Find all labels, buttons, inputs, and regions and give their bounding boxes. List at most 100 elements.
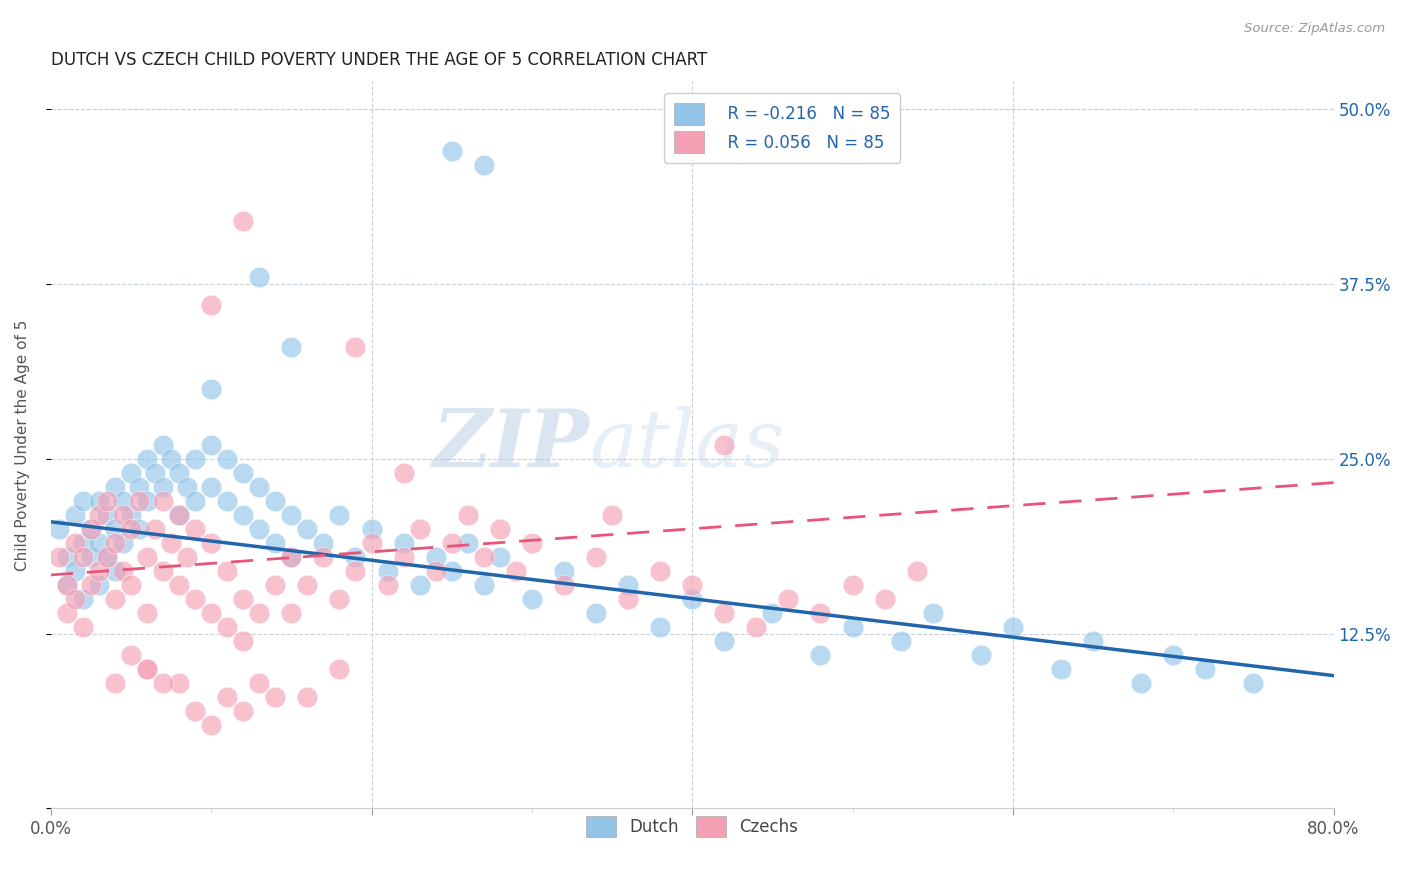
Czechs bbox=[841, 578, 863, 592]
Dutch bbox=[87, 535, 110, 549]
Czechs bbox=[457, 508, 479, 522]
Czechs bbox=[96, 493, 118, 508]
Dutch bbox=[167, 508, 190, 522]
Dutch bbox=[297, 522, 319, 536]
Czechs bbox=[553, 578, 575, 592]
Dutch bbox=[280, 549, 302, 564]
Czechs bbox=[136, 606, 159, 620]
Y-axis label: Child Poverty Under the Age of 5: Child Poverty Under the Age of 5 bbox=[15, 319, 30, 571]
Czechs bbox=[63, 535, 86, 549]
Dutch bbox=[87, 493, 110, 508]
Dutch bbox=[761, 606, 783, 620]
Dutch bbox=[217, 493, 239, 508]
Dutch bbox=[280, 340, 302, 354]
Dutch bbox=[1161, 648, 1184, 662]
Czechs bbox=[600, 508, 623, 522]
Czechs bbox=[167, 578, 190, 592]
Dutch bbox=[184, 493, 207, 508]
Czechs bbox=[176, 549, 198, 564]
Czechs bbox=[56, 606, 79, 620]
Dutch bbox=[1130, 675, 1153, 690]
Czechs bbox=[200, 535, 222, 549]
Czechs bbox=[87, 508, 110, 522]
Dutch bbox=[56, 578, 79, 592]
Czechs bbox=[440, 535, 463, 549]
Text: Source: ZipAtlas.com: Source: ZipAtlas.com bbox=[1244, 22, 1385, 36]
Czechs bbox=[247, 675, 270, 690]
Dutch bbox=[87, 578, 110, 592]
Dutch bbox=[167, 466, 190, 480]
Dutch bbox=[890, 633, 912, 648]
Dutch bbox=[1050, 662, 1073, 676]
Dutch bbox=[152, 438, 174, 452]
Czechs bbox=[111, 508, 134, 522]
Dutch bbox=[176, 480, 198, 494]
Dutch bbox=[264, 493, 287, 508]
Dutch bbox=[1194, 662, 1216, 676]
Czechs bbox=[232, 704, 254, 718]
Dutch bbox=[128, 522, 150, 536]
Czechs bbox=[128, 493, 150, 508]
Dutch bbox=[1001, 620, 1024, 634]
Dutch bbox=[136, 451, 159, 466]
Dutch bbox=[104, 480, 127, 494]
Czechs bbox=[905, 564, 928, 578]
Dutch bbox=[921, 606, 943, 620]
Czechs bbox=[63, 591, 86, 606]
Czechs bbox=[80, 578, 103, 592]
Dutch bbox=[377, 564, 399, 578]
Czechs bbox=[200, 606, 222, 620]
Czechs bbox=[280, 606, 302, 620]
Dutch bbox=[111, 493, 134, 508]
Dutch bbox=[488, 549, 510, 564]
Dutch bbox=[104, 564, 127, 578]
Czechs bbox=[120, 578, 142, 592]
Czechs bbox=[488, 522, 510, 536]
Czechs bbox=[681, 578, 703, 592]
Dutch bbox=[56, 549, 79, 564]
Czechs bbox=[392, 466, 415, 480]
Czechs bbox=[184, 704, 207, 718]
Dutch bbox=[360, 522, 382, 536]
Dutch bbox=[280, 508, 302, 522]
Czechs bbox=[167, 508, 190, 522]
Czechs bbox=[136, 662, 159, 676]
Dutch bbox=[312, 535, 335, 549]
Dutch bbox=[392, 535, 415, 549]
Dutch bbox=[72, 591, 94, 606]
Czechs bbox=[328, 591, 350, 606]
Czechs bbox=[520, 535, 543, 549]
Czechs bbox=[392, 549, 415, 564]
Dutch bbox=[200, 480, 222, 494]
Czechs bbox=[297, 578, 319, 592]
Dutch bbox=[520, 591, 543, 606]
Dutch bbox=[970, 648, 993, 662]
Dutch bbox=[440, 145, 463, 159]
Czechs bbox=[152, 493, 174, 508]
Czechs bbox=[104, 591, 127, 606]
Czechs bbox=[104, 675, 127, 690]
Text: ZIP: ZIP bbox=[433, 406, 589, 483]
Dutch bbox=[200, 438, 222, 452]
Czechs bbox=[585, 549, 607, 564]
Czechs bbox=[72, 549, 94, 564]
Dutch bbox=[713, 633, 735, 648]
Text: atlas: atlas bbox=[589, 406, 785, 483]
Czechs bbox=[360, 535, 382, 549]
Dutch bbox=[232, 508, 254, 522]
Dutch bbox=[128, 480, 150, 494]
Czechs bbox=[80, 522, 103, 536]
Czechs bbox=[200, 298, 222, 312]
Czechs bbox=[87, 564, 110, 578]
Dutch bbox=[80, 522, 103, 536]
Czechs bbox=[217, 620, 239, 634]
Dutch bbox=[425, 549, 447, 564]
Czechs bbox=[111, 564, 134, 578]
Dutch bbox=[553, 564, 575, 578]
Dutch bbox=[841, 620, 863, 634]
Dutch bbox=[96, 549, 118, 564]
Czechs bbox=[377, 578, 399, 592]
Dutch bbox=[247, 522, 270, 536]
Czechs bbox=[297, 690, 319, 704]
Czechs bbox=[778, 591, 800, 606]
